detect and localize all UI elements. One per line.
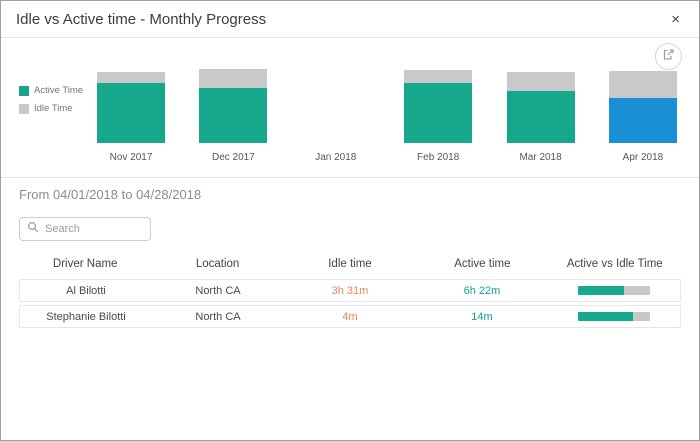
date-range-label: From 04/01/2018 to 04/28/2018: [19, 187, 202, 203]
column-location: Location: [195, 258, 240, 271]
bar-label: Nov 2017: [109, 152, 153, 164]
cell-active-time: 6h 22m: [463, 284, 501, 297]
idle-segment: [97, 72, 165, 84]
cell-active-vs-idle: [548, 312, 680, 322]
bar-label: Jan 2018: [315, 152, 357, 164]
legend-label-active: Active Time: [34, 85, 84, 96]
cell-location: North CA: [195, 310, 241, 323]
bar-label: Feb 2018: [417, 152, 460, 164]
bar-label: Mar 2018: [519, 152, 562, 164]
active-vs-idle-bar: [578, 312, 650, 322]
drivers-table: Driver Name Location Idle time Active ti…: [19, 258, 681, 329]
table-header: Driver Name Location Idle time Active ti…: [19, 258, 681, 279]
chart-bar-jan-2018[interactable]: Jan 2018: [302, 143, 370, 164]
active-segment: [608, 97, 677, 144]
cell-idle-time: 4m: [342, 310, 358, 323]
modal-header: Idle vs Active time - Monthly Progress ×: [1, 1, 699, 38]
active-time-swatch: [19, 85, 29, 96]
table-row: Al Bilotti North CA 3h 31m 6h 22m: [19, 279, 681, 303]
cell-active-time: 14m: [471, 310, 493, 323]
close-icon: ×: [671, 10, 680, 28]
legend-label-idle: Idle Time: [34, 103, 73, 114]
idle-time-swatch: [19, 103, 29, 114]
search-input[interactable]: [45, 223, 143, 236]
chart-bar-feb-2018[interactable]: Feb 2018: [404, 69, 473, 165]
cell-active-vs-idle: [548, 286, 680, 296]
chart-bar-apr-2018[interactable]: Apr 2018: [608, 71, 677, 164]
active-vs-idle-bar: [578, 286, 650, 296]
cell-driver-name: Stephanie Bilotti: [46, 310, 126, 323]
export-button[interactable]: [655, 43, 682, 70]
idle-segment: [404, 69, 473, 83]
column-driver-name: Driver Name: [52, 258, 118, 271]
active-vs-idle-fill: [578, 312, 633, 322]
search-icon: [27, 220, 39, 238]
chart-bar-dec-2017[interactable]: Dec 2017: [199, 69, 268, 164]
cell-idle-time: 3h 31m: [331, 284, 369, 297]
column-active-vs-idle: Active vs Idle Time: [566, 258, 663, 271]
active-vs-idle-fill: [578, 286, 625, 296]
modal-title: Idle vs Active time - Monthly Progress: [16, 10, 267, 28]
active-segment: [506, 90, 575, 144]
close-button[interactable]: ×: [667, 8, 684, 31]
bar-label: Apr 2018: [622, 152, 664, 164]
column-active-time: Active time: [454, 258, 511, 271]
active-segment: [404, 82, 473, 144]
chart-bar-nov-2017[interactable]: Nov 2017: [97, 72, 165, 164]
search-box[interactable]: [19, 217, 151, 242]
chart: Active Time Idle Time Nov 2017 Dec 2017 Ja…: [19, 69, 681, 164]
bar-label: Dec 2017: [211, 152, 255, 164]
chart-legend: Active Time Idle Time: [19, 69, 97, 164]
chart-bars: Nov 2017 Dec 2017 Jan 2018 Feb 2018 Mar 2018…: [97, 69, 681, 164]
chart-bar-mar-2018[interactable]: Mar 2018: [506, 72, 575, 164]
idle-segment: [608, 71, 677, 98]
export-icon: [662, 48, 675, 66]
legend-item-idle: Idle Time: [19, 103, 97, 114]
cell-driver-name: Al Bilotti: [66, 284, 106, 297]
column-idle-time: Idle time: [328, 258, 372, 271]
cell-location: North CA: [195, 284, 241, 297]
legend-item-active: Active Time: [19, 85, 97, 96]
idle-segment: [199, 69, 268, 88]
active-segment: [97, 83, 165, 144]
section-divider: [1, 177, 699, 179]
table-row: Stephanie Bilotti North CA 4m 14m: [19, 305, 681, 329]
active-segment: [199, 87, 268, 144]
idle-segment: [506, 72, 575, 91]
